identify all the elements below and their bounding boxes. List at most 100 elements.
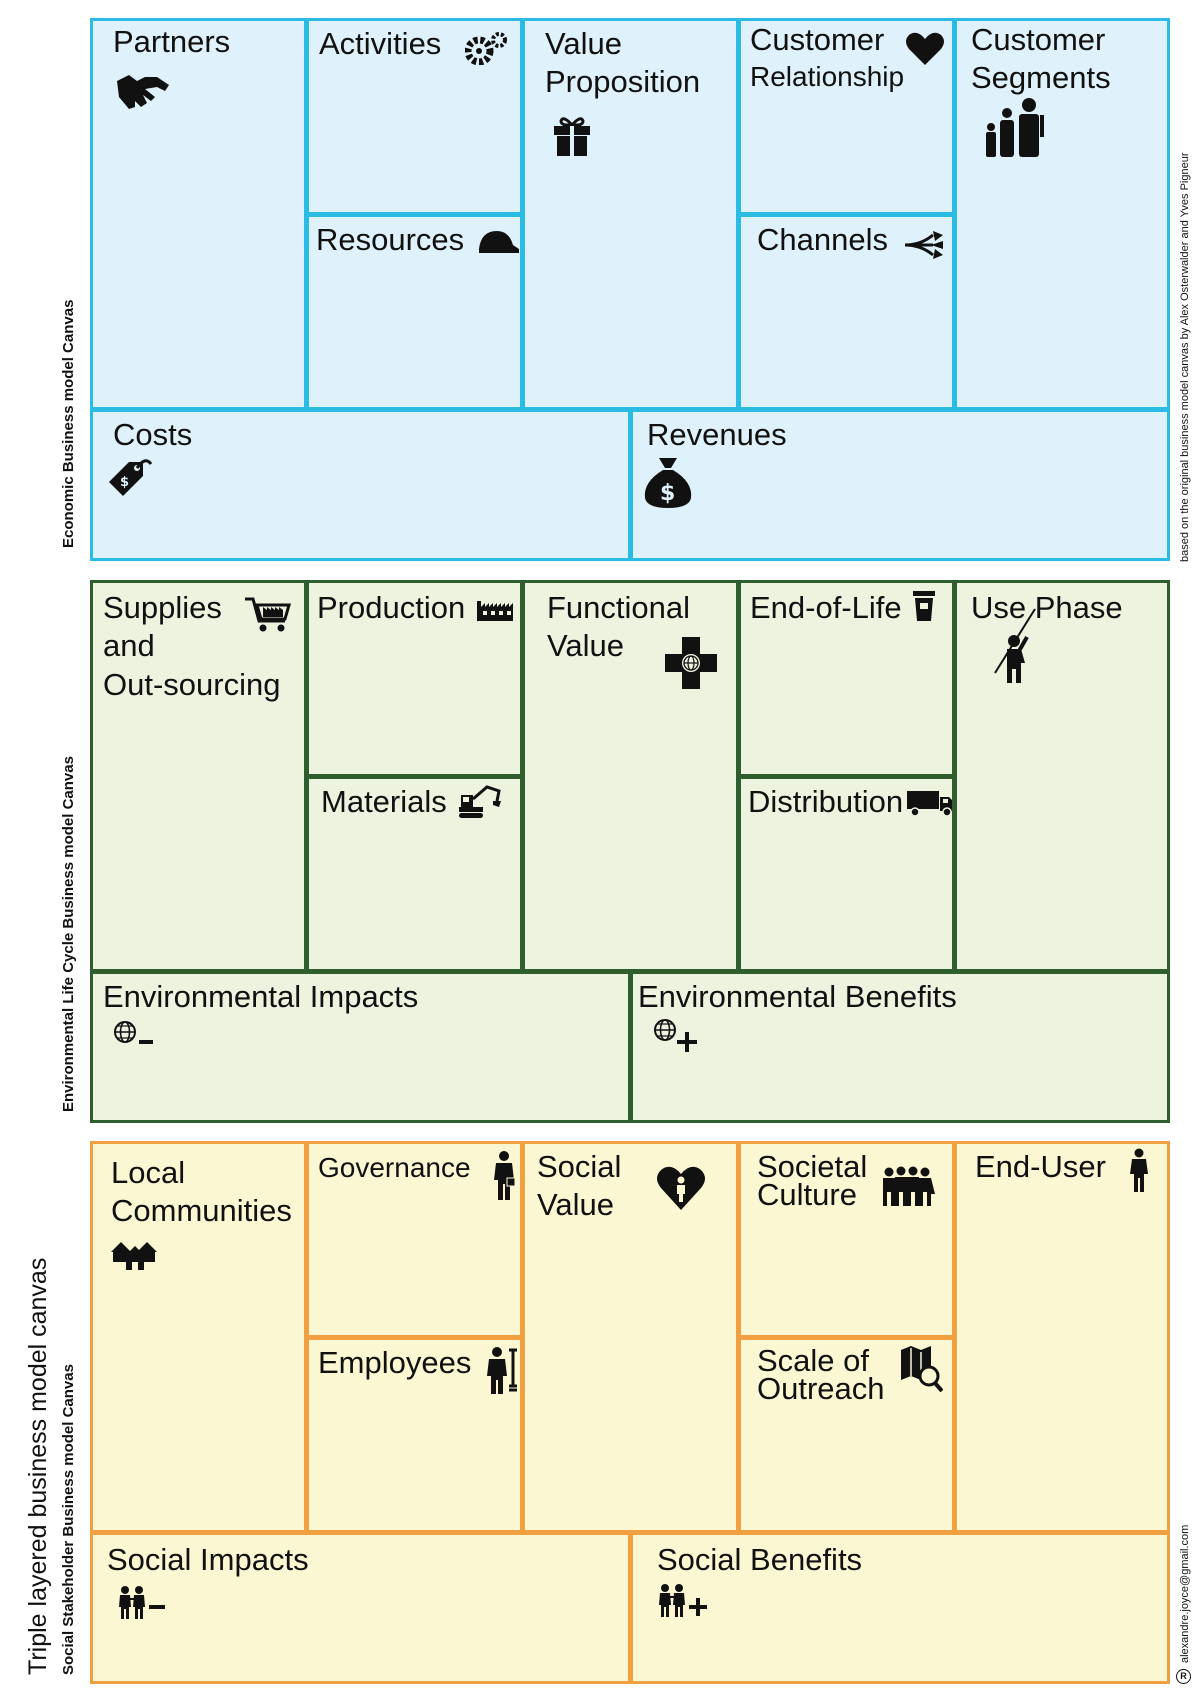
end-user-box[interactable]: End-User <box>954 1141 1170 1533</box>
channels-label: Channels <box>757 222 888 257</box>
supplies-box[interactable]: Supplies and Out-sourcing <box>90 580 307 972</box>
social-value-box[interactable]: Social Value <box>522 1141 739 1533</box>
social-value-line1: Social <box>537 1149 622 1184</box>
production-box[interactable]: Production <box>306 580 523 777</box>
value-proposition-box[interactable]: Value Proposition <box>522 18 739 410</box>
use-phase-box[interactable]: Use Phase <box>954 580 1170 972</box>
gears-icon <box>465 31 509 65</box>
cross-globe-icon <box>665 637 717 689</box>
customer-relationship-line1: Customer <box>750 22 885 57</box>
societal-culture-line1: Societal <box>757 1149 868 1184</box>
societal-culture-box[interactable]: Societal Culture <box>738 1141 955 1338</box>
environmental-canvas-title: Environmental Life Cycle Business model … <box>60 756 77 1112</box>
person-icon <box>1129 1148 1149 1192</box>
factory-icon <box>477 597 513 621</box>
social-benefits-box[interactable]: Social Benefits <box>630 1532 1170 1684</box>
money-bag-icon: $ <box>643 456 693 508</box>
channels-box[interactable]: Channels <box>738 214 955 410</box>
environmental-impacts-label: Environmental Impacts <box>103 979 419 1014</box>
globe-plus-icon <box>653 1018 699 1054</box>
scale-of-outreach-line1: Scale of <box>757 1343 870 1378</box>
materials-box[interactable]: Materials <box>306 776 523 972</box>
social-canvas-title: Social Stakeholder Business model Canvas <box>60 1364 77 1675</box>
costs-box[interactable]: Costs $ <box>90 409 631 561</box>
local-communities-line2: Communities <box>111 1193 292 1228</box>
channels-arrows-icon <box>903 231 947 259</box>
customer-segments-line2: Segments <box>971 60 1111 95</box>
materials-label: Materials <box>321 784 447 819</box>
customer-segments-line1: Customer <box>971 22 1106 57</box>
globe-minus-icon <box>113 1020 155 1050</box>
customer-segments-box[interactable]: Customer Segments <box>954 18 1170 410</box>
heart-icon <box>905 31 945 67</box>
people-minus-icon <box>119 1585 169 1619</box>
supplies-line2: and <box>103 628 155 663</box>
svg-text:$: $ <box>120 475 129 490</box>
activities-box[interactable]: Activities <box>306 18 523 215</box>
credit-text: based on the original business model can… <box>1179 152 1191 563</box>
customer-relationship-line2: Relationship <box>750 61 905 92</box>
governance-label: Governance <box>318 1152 471 1183</box>
end-of-life-label: End-of-Life <box>750 590 902 625</box>
environmental-benefits-box[interactable]: Environmental Benefits <box>630 971 1170 1123</box>
truck-icon <box>907 789 952 817</box>
employees-label: Employees <box>318 1345 472 1380</box>
economic-canvas-title: Economic Business model Canvas <box>60 299 77 548</box>
functional-value-line1: Functional <box>547 590 691 625</box>
map-magnifier-icon <box>901 1346 943 1392</box>
functional-value-line2: Value <box>547 628 624 663</box>
environmental-impacts-box[interactable]: Environmental Impacts <box>90 971 631 1123</box>
scale-of-outreach-line2: Outreach <box>757 1371 885 1406</box>
businessman-icon <box>493 1150 515 1200</box>
revenues-box[interactable]: Revenues $ <box>630 409 1170 561</box>
email-text: alexandre.joyce@gmail.com <box>1179 1524 1191 1663</box>
supplies-line1: Supplies <box>103 590 222 625</box>
production-label: Production <box>317 590 466 625</box>
registered-letter: R <box>1180 1671 1187 1681</box>
worker-icon <box>485 1346 519 1394</box>
employees-box[interactable]: Employees <box>306 1337 523 1533</box>
svg-text:$: $ <box>660 481 675 506</box>
functional-value-box[interactable]: Functional Value <box>522 580 739 972</box>
distribution-label: Distribution <box>748 784 904 819</box>
environmental-benefits-label: Environmental Benefits <box>638 979 957 1014</box>
local-communities-box[interactable]: Local Communities <box>90 1141 307 1533</box>
people-plus-icon <box>659 1583 713 1619</box>
triple-canvas-title: Triple layered business model canvas <box>24 1257 52 1675</box>
resources-label: Resources <box>316 222 465 257</box>
use-phase-label: Use Phase <box>971 590 1123 625</box>
gift-icon <box>553 115 591 157</box>
resources-box[interactable]: Resources <box>306 214 523 410</box>
social-value-line2: Value <box>537 1187 614 1222</box>
trash-bin-icon <box>913 591 935 621</box>
value-proposition-line1: Value <box>545 26 622 61</box>
supplies-line3: Out-sourcing <box>103 667 281 702</box>
family-icon <box>983 97 1045 157</box>
local-communities-line1: Local <box>111 1155 186 1190</box>
heart-person-icon <box>657 1166 705 1210</box>
distribution-box[interactable]: Distribution <box>738 776 955 972</box>
partners-box[interactable]: Partners <box>90 18 307 410</box>
houses-icon <box>111 1240 159 1270</box>
partners-label: Partners <box>113 24 231 59</box>
value-proposition-line2: Proposition <box>545 64 701 99</box>
scale-of-outreach-box[interactable]: Scale of Outreach <box>738 1337 955 1533</box>
social-impacts-label: Social Impacts <box>107 1542 309 1577</box>
activities-label: Activities <box>319 26 442 61</box>
governance-box[interactable]: Governance <box>306 1141 523 1338</box>
hardhat-icon <box>475 229 519 255</box>
handshake-icon <box>115 71 171 111</box>
person-with-rod-icon <box>989 607 1039 683</box>
shopping-cart-icon <box>245 595 291 633</box>
end-user-label: End-User <box>975 1149 1106 1184</box>
crowd-icon <box>881 1166 939 1206</box>
end-of-life-box[interactable]: End-of-Life <box>738 580 955 777</box>
societal-culture-line2: Culture <box>757 1177 857 1212</box>
costs-label: Costs <box>113 417 193 452</box>
social-benefits-label: Social Benefits <box>657 1542 863 1577</box>
price-tag-icon: $ <box>107 456 153 496</box>
social-impacts-box[interactable]: Social Impacts <box>90 1532 631 1684</box>
customer-relationship-box[interactable]: Customer Relationship <box>738 18 955 215</box>
registered-mark: R <box>1176 1669 1191 1684</box>
excavator-icon <box>459 785 501 819</box>
